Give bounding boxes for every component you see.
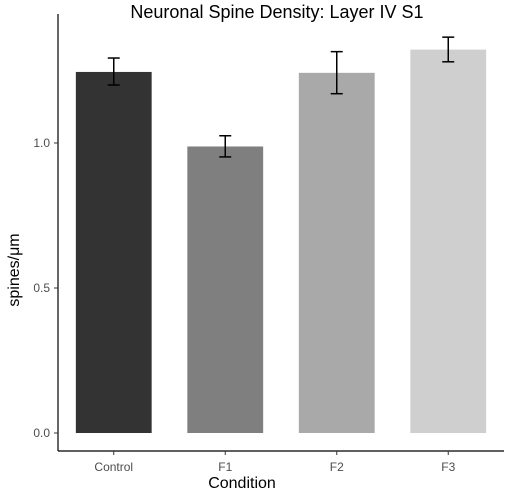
y-tick-label: 1.0 (33, 136, 50, 150)
bar-f2 (298, 72, 375, 433)
x-tick-label: Control (94, 460, 133, 474)
y-tick-label: 0.5 (33, 281, 50, 295)
y-ticks-group: 0.0 0.5 1.0 (33, 136, 58, 440)
x-tick-label: F3 (441, 460, 455, 474)
bar-control (75, 71, 152, 433)
error-bars-group (107, 36, 455, 158)
y-axis-title: spines/μm (6, 233, 23, 306)
bar-f1 (187, 146, 264, 434)
error-bar-control (107, 57, 120, 86)
error-bar-f2 (330, 50, 343, 95)
bar-f3 (410, 49, 487, 434)
bars-group (75, 49, 487, 434)
x-tick-label: F2 (330, 460, 344, 474)
chart-title: Neuronal Spine Density: Layer IV S1 (130, 2, 423, 22)
x-axis-title: Condition (208, 475, 276, 492)
error-bar-f1 (219, 135, 232, 158)
error-bar-f3 (442, 36, 455, 63)
x-ticks-group: Control F1 F2 F3 (94, 451, 456, 474)
y-tick-label: 0.0 (33, 426, 50, 440)
x-tick-label: F1 (218, 460, 232, 474)
